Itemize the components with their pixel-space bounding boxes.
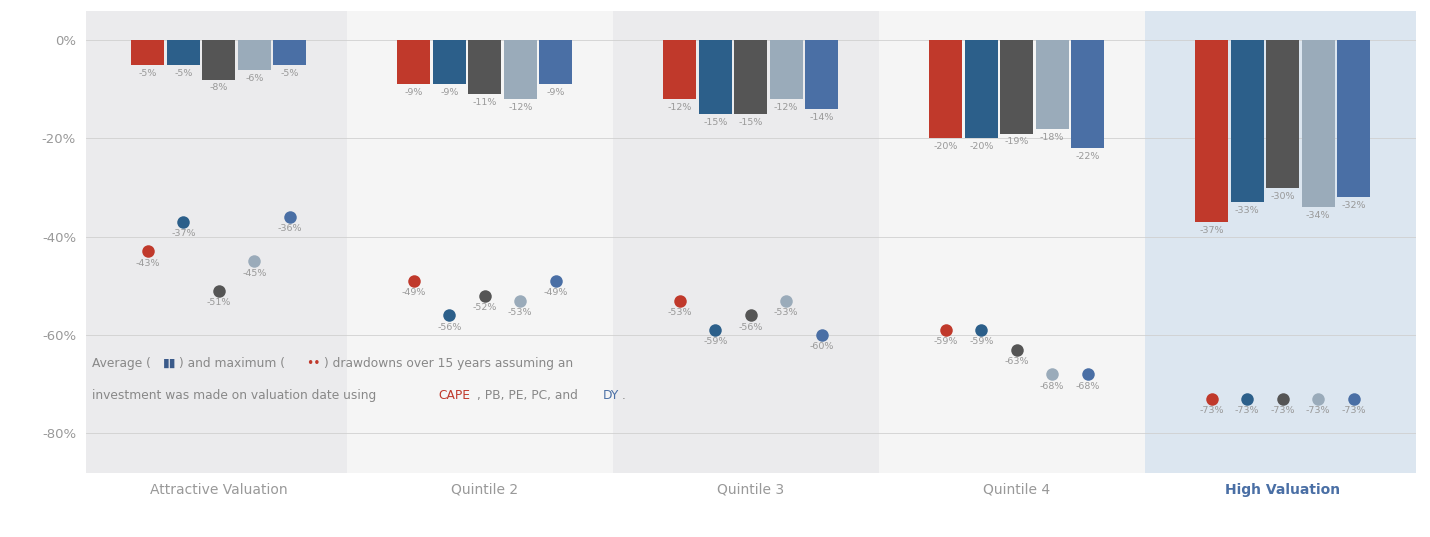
Text: -20%: -20% xyxy=(934,142,958,151)
Text: -59%: -59% xyxy=(934,337,958,346)
Bar xyxy=(613,11,888,473)
Bar xyxy=(699,40,732,114)
Text: ) and maximum (: ) and maximum ( xyxy=(179,357,286,370)
Text: -49%: -49% xyxy=(543,288,568,297)
Text: -73%: -73% xyxy=(1270,406,1296,415)
Text: Average (: Average ( xyxy=(93,357,152,370)
Text: -12%: -12% xyxy=(668,103,692,112)
Text: -11%: -11% xyxy=(472,98,498,107)
Text: DY: DY xyxy=(602,389,619,402)
Text: -12%: -12% xyxy=(508,103,532,112)
Text: ▮▮: ▮▮ xyxy=(163,357,176,370)
Text: -34%: -34% xyxy=(1306,211,1330,220)
Bar xyxy=(167,40,200,65)
Text: -52%: -52% xyxy=(472,303,498,312)
Bar xyxy=(503,40,536,99)
Text: -56%: -56% xyxy=(738,323,764,332)
Text: -68%: -68% xyxy=(1075,382,1100,391)
Text: -53%: -53% xyxy=(774,308,798,317)
Text: .: . xyxy=(622,389,626,402)
Bar xyxy=(273,40,306,65)
Text: -20%: -20% xyxy=(970,142,994,151)
Text: -53%: -53% xyxy=(508,308,532,317)
Text: , PB, PE, PC, and: , PB, PE, PC, and xyxy=(476,389,582,402)
Text: -73%: -73% xyxy=(1341,406,1366,415)
Text: -59%: -59% xyxy=(970,337,994,346)
Bar xyxy=(202,40,236,79)
Text: -33%: -33% xyxy=(1236,206,1260,215)
Text: -19%: -19% xyxy=(1004,137,1030,147)
Bar xyxy=(237,40,270,70)
Bar xyxy=(468,40,502,95)
Bar xyxy=(82,11,356,473)
Text: -53%: -53% xyxy=(668,308,692,317)
Bar xyxy=(132,40,164,65)
Text: -37%: -37% xyxy=(172,229,196,238)
Text: -5%: -5% xyxy=(280,69,299,78)
Text: -5%: -5% xyxy=(174,69,193,78)
Text: -12%: -12% xyxy=(774,103,798,112)
Bar xyxy=(539,40,572,84)
Text: -15%: -15% xyxy=(738,118,764,127)
Bar xyxy=(433,40,466,84)
Bar xyxy=(398,40,430,84)
Bar xyxy=(805,40,838,109)
Text: -51%: -51% xyxy=(206,298,232,307)
Bar xyxy=(347,11,622,473)
Text: -14%: -14% xyxy=(809,113,834,122)
Text: -32%: -32% xyxy=(1341,201,1366,211)
Bar xyxy=(664,40,696,99)
Text: investment was made on valuation date using: investment was made on valuation date us… xyxy=(93,389,380,402)
Text: ) drawdowns over 15 years assuming an: ) drawdowns over 15 years assuming an xyxy=(325,357,573,370)
Bar xyxy=(1266,40,1300,187)
Bar xyxy=(1195,40,1228,222)
Text: -5%: -5% xyxy=(139,69,157,78)
Bar xyxy=(734,40,768,114)
Text: -36%: -36% xyxy=(277,224,302,234)
Text: -18%: -18% xyxy=(1040,133,1064,142)
Bar xyxy=(1301,40,1334,207)
Text: -8%: -8% xyxy=(210,83,227,92)
Bar xyxy=(1000,40,1034,134)
Text: -73%: -73% xyxy=(1306,406,1330,415)
Bar xyxy=(1145,11,1420,473)
Bar xyxy=(1337,40,1370,198)
Text: -49%: -49% xyxy=(402,288,426,297)
Bar xyxy=(879,11,1154,473)
Text: -9%: -9% xyxy=(440,89,459,97)
Text: -59%: -59% xyxy=(704,337,728,346)
Text: -15%: -15% xyxy=(704,118,728,127)
Text: -63%: -63% xyxy=(1004,357,1030,366)
Text: -9%: -9% xyxy=(546,89,565,97)
Text: -60%: -60% xyxy=(809,343,834,351)
Bar xyxy=(1231,40,1264,202)
Bar xyxy=(930,40,962,139)
Text: -6%: -6% xyxy=(245,74,263,83)
Text: -37%: -37% xyxy=(1200,226,1224,235)
Text: -73%: -73% xyxy=(1236,406,1260,415)
Text: ••: •• xyxy=(306,357,320,370)
Bar xyxy=(769,40,802,99)
Text: -68%: -68% xyxy=(1040,382,1064,391)
Bar xyxy=(1071,40,1104,148)
Text: -22%: -22% xyxy=(1075,152,1100,161)
Text: -73%: -73% xyxy=(1200,406,1224,415)
Text: CAPE: CAPE xyxy=(438,389,470,402)
Bar xyxy=(965,40,998,139)
Text: -9%: -9% xyxy=(405,89,423,97)
Text: -56%: -56% xyxy=(438,323,462,332)
Text: -30%: -30% xyxy=(1270,192,1296,200)
Text: -45%: -45% xyxy=(242,268,266,278)
Text: -43%: -43% xyxy=(136,259,160,268)
Bar xyxy=(1035,40,1068,129)
